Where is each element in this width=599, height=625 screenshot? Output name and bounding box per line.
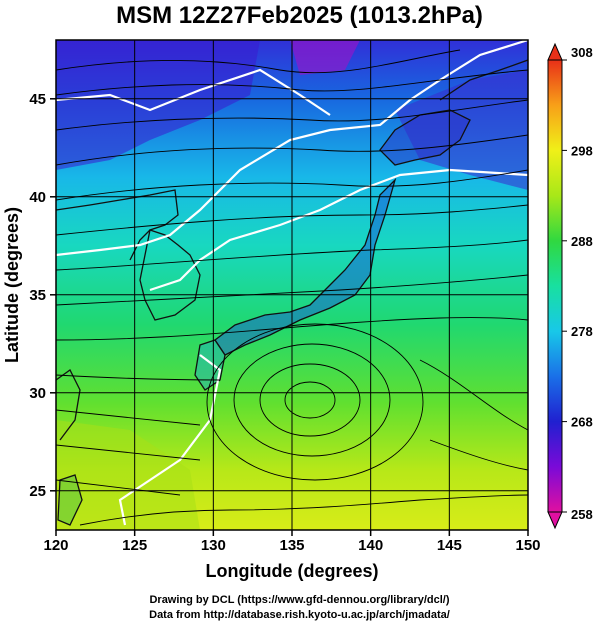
grid-lines [56, 40, 528, 530]
warm-air-region-south [56, 420, 200, 530]
isotherm-line [118, 354, 222, 526]
x-axis-label: Longitude (degrees) [205, 561, 378, 581]
streamline-circulation [259, 363, 361, 437]
color-bar-tick-label: 308 [571, 45, 593, 60]
streamline [56, 274, 528, 306]
streamline [419, 359, 528, 431]
y-axis-label: Latitude (degrees) [2, 207, 22, 363]
x-tick-label: 145 [437, 537, 462, 554]
isotherm-line [56, 68, 331, 116]
x-tick-label: 135 [279, 537, 304, 554]
x-tick-label: 150 [515, 537, 540, 554]
color-bar-tick-label: 268 [571, 415, 593, 430]
streamline [56, 69, 528, 96]
streamline-circulation [284, 381, 336, 419]
cold-air-region-north [290, 40, 360, 75]
coastline-continent [56, 189, 179, 261]
color-bar: 258 268 278 288 298 308 [547, 42, 593, 530]
color-bar-tick-label: 288 [571, 234, 593, 249]
chart-title: MSM 12Z27Feb2025 (1013.2hPa) [116, 2, 483, 29]
y-tick-label: 30 [29, 385, 46, 402]
color-bar-ticks: 258 268 278 288 298 308 [562, 45, 593, 522]
streamlines [56, 49, 528, 526]
color-bar-tick-label: 258 [571, 507, 593, 522]
color-bar-min-arrow [547, 511, 563, 530]
streamline [79, 494, 528, 526]
streamline [56, 317, 528, 341]
streamline [56, 409, 201, 426]
y-tick-label: 35 [29, 287, 46, 304]
isotherm-line [149, 168, 528, 292]
color-bar-max-arrow [547, 42, 563, 61]
streamline [56, 374, 221, 381]
coastline-taiwan [57, 474, 83, 526]
coastline-korea [139, 229, 201, 321]
streamline [56, 134, 528, 166]
streamline [56, 49, 461, 74]
streamline [56, 479, 181, 496]
streamline [429, 439, 528, 471]
y-tick-label: 45 [29, 91, 46, 108]
credit-data-source: Data from http://database.rish.kyoto-u.a… [149, 609, 450, 621]
credit-drawing: Drawing by DCL (https://www.gfd-dennou.o… [149, 594, 450, 606]
map-area [56, 40, 528, 530]
x-tick-label: 130 [201, 537, 226, 554]
cold-air-region-northwest [56, 40, 260, 170]
streamline [56, 99, 528, 131]
color-bar-tick-label: 278 [571, 324, 593, 339]
streamline-circulation [233, 343, 391, 457]
color-bar-tick-label: 298 [571, 143, 593, 158]
coastlines [56, 59, 528, 526]
color-bar-gradient [547, 59, 563, 513]
coastline-hokkaido [379, 109, 471, 166]
y-axis-ticks: 25 30 35 40 45 [29, 91, 56, 500]
y-tick-label: 25 [29, 483, 46, 500]
streamline-circulation [206, 323, 424, 481]
coastline-honshu [214, 177, 397, 356]
x-axis-ticks: 120 125 130 135 140 145 150 [43, 530, 541, 554]
x-tick-label: 125 [122, 537, 147, 554]
coastline-kuril [439, 59, 528, 101]
x-tick-label: 120 [43, 537, 68, 554]
streamline [56, 444, 201, 461]
coastline-china-east [56, 369, 81, 441]
streamline [56, 169, 528, 201]
y-tick-label: 40 [29, 189, 46, 206]
x-tick-label: 140 [358, 537, 383, 554]
